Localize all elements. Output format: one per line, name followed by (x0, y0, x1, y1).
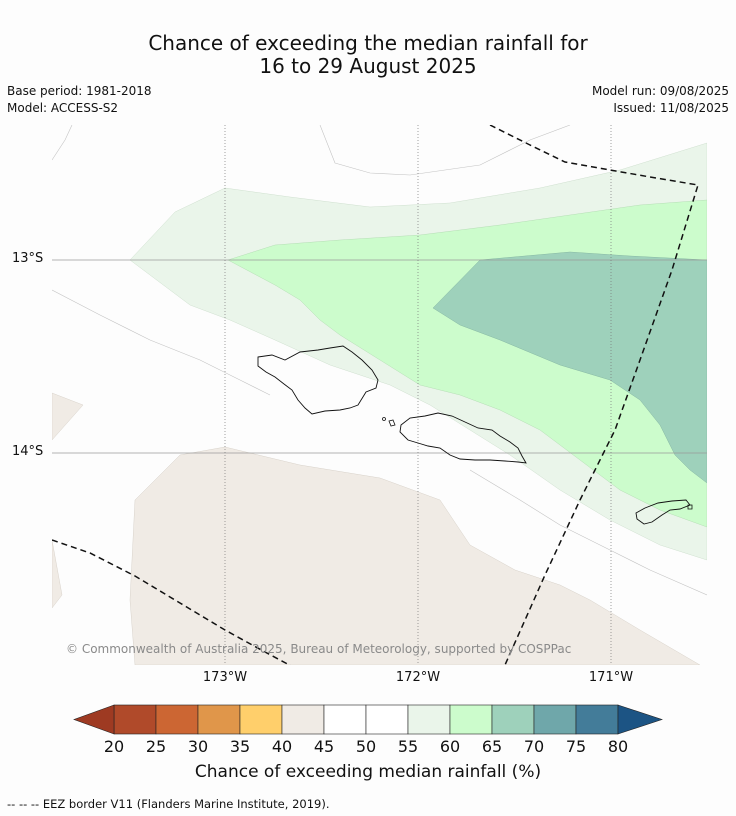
lat-label-14s: 14°S (12, 444, 44, 459)
contour-line (52, 289, 271, 396)
colorbar-tick-80: 80 (607, 737, 629, 756)
colorbar-tick-40: 40 (271, 737, 293, 756)
map-title-line2: 16 to 29 August 2025 (259, 54, 477, 78)
colorbar-tick-20: 20 (103, 737, 125, 756)
colorbar-bin-35-40 (239, 704, 283, 735)
colorbar-tick-25: 25 (145, 737, 167, 756)
manono-islet (388, 419, 396, 427)
colorbar-tick-35: 35 (229, 737, 251, 756)
model-label: Model: ACCESS-S2 (7, 101, 119, 115)
colorbar-bin-30-35 (197, 704, 241, 735)
tutuila-island (635, 499, 691, 525)
copyright-notice: © Commonwealth of Australia 2025, Bureau… (66, 642, 571, 656)
colorbar-label: Chance of exceeding median rainfall (%) (194, 762, 542, 782)
colorbar-tick-45: 45 (313, 737, 335, 756)
base-period-label: Base period: 1981-2018 (7, 84, 152, 98)
contour-line (319, 125, 571, 176)
colorbar-bin-75-80 (575, 704, 619, 735)
eez-border-north (489, 125, 699, 665)
model-run-label: Model run: 09/08/2025 (591, 84, 729, 98)
colorbar-tick-30: 30 (187, 737, 209, 756)
colorbar-tick-50: 50 (355, 737, 377, 756)
lon-label-173w: 173°W (202, 670, 248, 685)
colorbar-over-arrow (617, 704, 663, 735)
contour-line (52, 125, 73, 161)
map-title-line1: Chance of exceeding the median rainfall … (148, 31, 588, 55)
colorbar-tick-75: 75 (565, 737, 587, 756)
lon-label-172w: 172°W (395, 670, 441, 685)
aunuu-islet (687, 504, 693, 510)
colorbar-bin-25-30 (155, 704, 199, 735)
eez-border-southwest (52, 539, 291, 665)
colorbar (73, 704, 663, 735)
map-area: © Commonwealth of Australia 2025, Bureau… (52, 125, 707, 665)
eez-footnote: -- -- -- EEZ border V11 (Flanders Marine… (7, 797, 330, 811)
colorbar-tick-55: 55 (397, 737, 419, 756)
issued-label: Issued: 11/08/2025 (613, 101, 729, 115)
colorbar-bin-45-50 (323, 704, 367, 735)
colorbar-tick-65: 65 (481, 737, 503, 756)
region-40-45 (129, 446, 701, 665)
colorbar-tick-70: 70 (523, 737, 545, 756)
colorbar-bin-20-25 (113, 704, 157, 735)
lat-label-13s: 13°S (12, 251, 44, 266)
colorbar-bin-55-60 (407, 704, 451, 735)
apolima-islet (382, 417, 386, 421)
colorbar-bin-70-75 (533, 704, 577, 735)
region-40-45-west (52, 392, 84, 441)
colorbar-tick-60: 60 (439, 737, 461, 756)
colorbar-bin-50-55 (365, 704, 409, 735)
colorbar-under-arrow (73, 704, 115, 735)
savaii-island (257, 345, 379, 415)
contour-line (469, 469, 707, 596)
region-40-45-sw (52, 539, 63, 609)
colorbar-bin-60-65 (449, 704, 493, 735)
colorbar-bin-40-45 (281, 704, 325, 735)
lon-label-171w: 171°W (588, 670, 634, 685)
region-65-70 (432, 251, 707, 484)
upolu-island (399, 412, 527, 464)
colorbar-bin-65-70 (491, 704, 535, 735)
